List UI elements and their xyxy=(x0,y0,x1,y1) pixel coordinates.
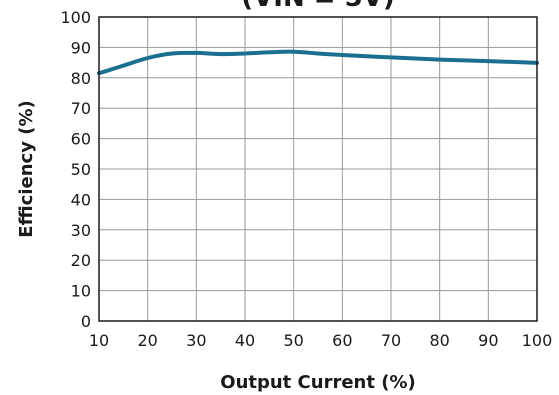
x-tick-label: 60 xyxy=(332,331,352,350)
series-layer xyxy=(97,49,539,76)
y-tick-label: 80 xyxy=(71,69,91,88)
x-axis-label: Output Current (%) xyxy=(220,372,415,393)
y-tick-label: 70 xyxy=(71,99,91,118)
y-axis-label: Efficiency (%) xyxy=(16,100,37,237)
x-tick-label: 100 xyxy=(522,331,553,350)
x-tick-label: 10 xyxy=(89,331,109,350)
y-tick-label: 90 xyxy=(71,38,91,57)
x-tick-labels: 10 20 30 40 50 60 70 80 90 100 xyxy=(89,331,552,350)
efficiency-series-line xyxy=(97,49,539,76)
y-tick-label: 30 xyxy=(71,221,91,240)
y-tick-label: 40 xyxy=(71,190,91,209)
x-tick-label: 90 xyxy=(478,331,498,350)
chart-title: (VIN = 5V) xyxy=(241,0,394,13)
x-tick-label: 40 xyxy=(235,331,255,350)
x-tick-label: 70 xyxy=(381,331,401,350)
x-tick-label: 20 xyxy=(137,331,157,350)
y-tick-label: 0 xyxy=(81,312,91,331)
x-tick-label: 30 xyxy=(186,331,206,350)
x-tick-label: 50 xyxy=(283,331,303,350)
x-tick-label: 80 xyxy=(429,331,449,350)
y-tick-label: 100 xyxy=(60,8,91,27)
y-tick-label: 50 xyxy=(71,160,91,179)
plot-frame xyxy=(98,16,538,322)
y-tick-label: 20 xyxy=(71,251,91,270)
y-tick-label: 10 xyxy=(71,282,91,301)
y-tick-labels: 0 10 20 30 40 50 60 70 80 90 100 xyxy=(60,8,91,331)
y-tick-label: 60 xyxy=(71,130,91,149)
grid xyxy=(98,16,538,322)
